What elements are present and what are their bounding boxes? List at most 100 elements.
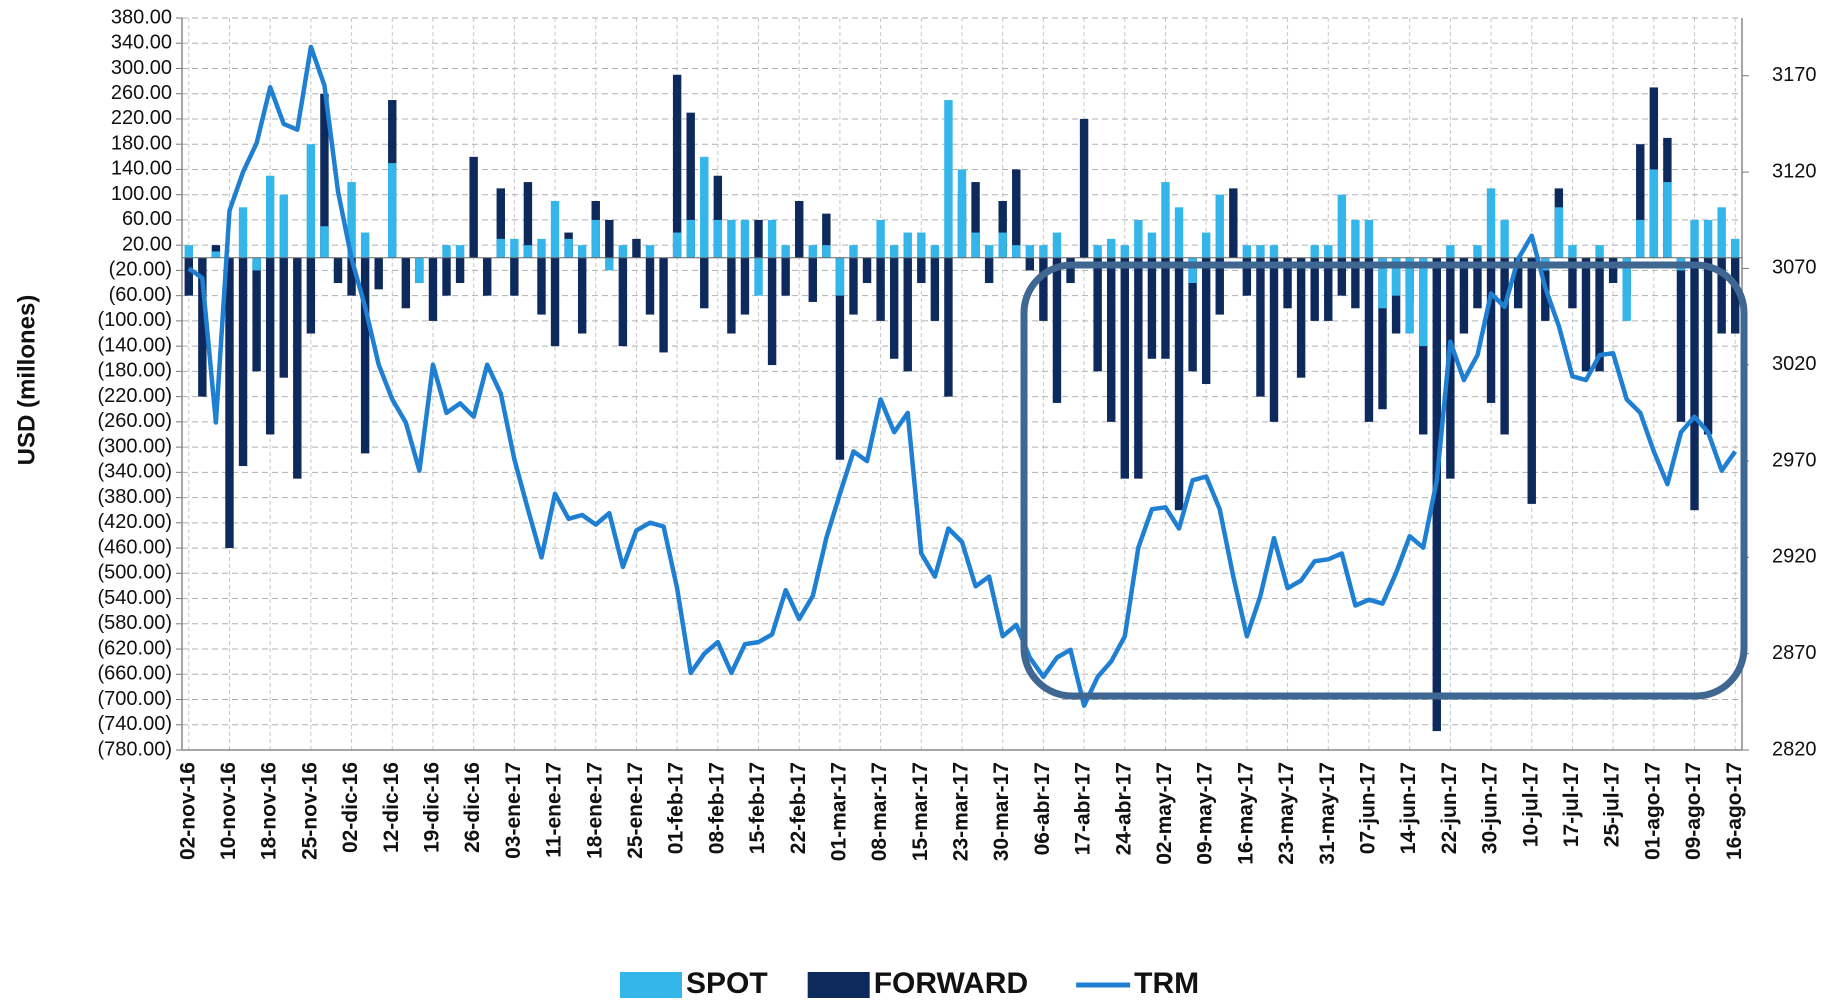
y-tick-label: (340.00): [98, 461, 173, 483]
x-tick-label: 25-jul-17: [1601, 762, 1624, 847]
bar: [1690, 219, 1699, 258]
bar: [537, 257, 546, 315]
bar: [238, 257, 248, 467]
y-tick-label: (260.00): [98, 410, 173, 432]
bar: [645, 257, 655, 315]
bar: [1364, 257, 1374, 422]
y-tick-label: 300.00: [111, 57, 172, 79]
bar: [1324, 257, 1333, 321]
y-tick-label: (300.00): [98, 435, 173, 457]
bar: [1568, 245, 1577, 258]
bar: [1378, 257, 1387, 309]
bar: [1446, 257, 1455, 479]
y-tick-label: (380.00): [98, 486, 173, 508]
legend-label: SPOT: [686, 967, 768, 1000]
x-tick-label: 23-mar-17: [950, 762, 973, 861]
bar: [510, 238, 519, 258]
bar: [1473, 257, 1482, 309]
x-tick-label: 02-dic-16: [339, 762, 362, 853]
bar: [1364, 219, 1374, 258]
y2-tick-label: 3070: [1772, 257, 1817, 279]
bar: [265, 257, 275, 435]
bar: [360, 257, 370, 454]
bar: [1134, 219, 1143, 258]
bar: [306, 144, 316, 258]
bar: [618, 245, 628, 258]
bar: [903, 257, 912, 372]
bar: [1147, 257, 1157, 359]
bar: [1731, 238, 1740, 258]
x-tick-label: 12-dic-16: [380, 762, 403, 853]
bar: [1107, 257, 1116, 422]
y-tick-label: (540.00): [98, 587, 173, 609]
bar: [496, 238, 505, 258]
bar: [577, 245, 587, 258]
bar: [1608, 257, 1618, 284]
bar: [1513, 257, 1523, 309]
line: [187, 44, 1738, 708]
x-tick-label: 25-nov-16: [298, 762, 321, 860]
bar: [1378, 257, 1387, 410]
bar: [428, 257, 438, 321]
bar: [1595, 257, 1604, 372]
x-tick-label: 09-may-17: [1194, 762, 1217, 865]
x-tick-label: 23-may-17: [1275, 762, 1298, 865]
bar: [1527, 257, 1536, 504]
bar: [903, 232, 912, 258]
x-tick-label: 18-nov-16: [258, 762, 281, 860]
bar: [1351, 257, 1360, 309]
y2-tick-label: 2870: [1772, 642, 1817, 664]
bar: [1012, 245, 1021, 258]
bar: [1622, 257, 1631, 321]
bar: [618, 257, 628, 347]
bar: [320, 93, 329, 258]
bar: [889, 257, 899, 359]
bar: [1201, 232, 1211, 258]
bar: [984, 245, 994, 258]
y-tick-label: 140.00: [111, 158, 172, 180]
bar: [944, 100, 953, 258]
bar: [1595, 245, 1604, 258]
bar: [1107, 238, 1116, 258]
bar: [523, 182, 533, 258]
y2-tick-label: 3120: [1772, 160, 1817, 182]
x-tick-label: 15-mar-17: [909, 762, 932, 861]
bar: [1161, 182, 1170, 258]
x-tick-label: 24-abr-17: [1112, 762, 1135, 855]
bar: [1324, 245, 1333, 258]
bar: [1256, 245, 1265, 258]
bar: [984, 257, 994, 284]
x-tick-label: 31-may-17: [1316, 762, 1339, 865]
bar: [686, 112, 695, 258]
bar: [1066, 257, 1075, 284]
bar: [1093, 257, 1102, 372]
bar: [252, 257, 261, 271]
legend-label: FORWARD: [874, 967, 1028, 1000]
bar: [876, 257, 885, 321]
bar: [1676, 257, 1686, 422]
bar: [998, 201, 1007, 258]
x-tick-label: 01-mar-17: [827, 762, 850, 861]
bar: [469, 156, 478, 258]
bar: [1717, 257, 1726, 334]
bar: [849, 245, 858, 258]
x-tick-label: 16-ago-17: [1723, 762, 1746, 860]
y-tick-label: (220.00): [98, 385, 173, 407]
bar: [1703, 219, 1713, 258]
bar: [388, 163, 397, 258]
x-tick-label: 10-jul-17: [1519, 762, 1542, 847]
y-tick-label: (580.00): [98, 612, 173, 634]
bar: [1310, 257, 1319, 321]
bar: [1636, 144, 1645, 258]
y2-tick-label: 2970: [1772, 449, 1817, 471]
bar: [767, 257, 777, 366]
bar: [659, 257, 668, 353]
y-axis-label: USD (millones): [13, 295, 40, 466]
bar: [808, 245, 817, 258]
bar: [957, 169, 967, 258]
bar: [306, 257, 316, 334]
bar: [211, 251, 221, 258]
bar: [605, 219, 614, 258]
bar: [1120, 257, 1129, 479]
bar: [442, 245, 451, 258]
